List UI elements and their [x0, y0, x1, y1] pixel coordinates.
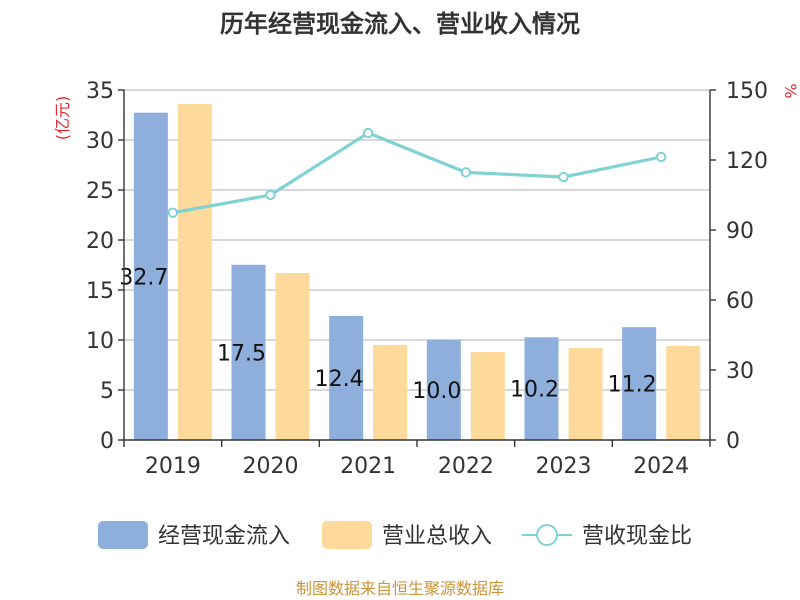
x-tick-label: 2023 — [536, 454, 592, 479]
line-series-group — [167, 127, 667, 218]
y-left-tick-label: 10 — [86, 329, 114, 354]
x-tick-label: 2021 — [340, 454, 396, 479]
y-right-tick-label: 90 — [726, 219, 754, 244]
legend-label-revenue: 营业总收入 — [382, 524, 492, 549]
bar-revenue — [373, 345, 408, 440]
source-note: 制图数据来自恒生聚源数据库 — [296, 579, 504, 598]
data-label-cash-inflow: 11.28 — [608, 373, 671, 398]
bar-cash-inflow — [426, 339, 461, 440]
y-left-tick-label: 0 — [100, 429, 114, 454]
point-ratio — [460, 167, 472, 178]
bar-cash-inflow — [133, 112, 168, 440]
data-label-cash-inflow: 10.03 — [412, 379, 475, 404]
legend-swatch-revenue — [322, 521, 372, 549]
x-tick-label: 2024 — [633, 454, 689, 479]
y-left-tick-label: 20 — [86, 229, 114, 254]
y-right-tick-label: 30 — [726, 359, 754, 384]
bars-group — [133, 104, 701, 440]
y-left-axis-label: (亿元) — [53, 96, 72, 141]
y-right-tick-label: 150 — [726, 79, 768, 104]
y-right-tick-label: 120 — [726, 149, 768, 174]
x-tick-label: 2019 — [145, 454, 201, 479]
y-left-tick-label: 35 — [86, 79, 114, 104]
bar-cash-inflow — [622, 327, 657, 440]
bar-revenue — [275, 273, 310, 440]
legend-label-ratio: 营收现金比 — [582, 524, 692, 549]
point-ratio — [558, 171, 569, 183]
legend-swatch-cash-inflow — [98, 521, 148, 549]
data-labels-group: 32.73 17.52 12.41 10.03 10.27 11.28 — [119, 265, 671, 404]
bar-cash-inflow — [231, 264, 266, 440]
y-left-tick-label: 5 — [100, 379, 114, 404]
y-right-tick-label: 0 — [726, 429, 740, 454]
y-right-tick-label: 60 — [726, 289, 754, 314]
data-label-cash-inflow: 17.52 — [217, 341, 280, 366]
bar-revenue — [568, 348, 603, 440]
data-label-cash-inflow: 10.27 — [510, 378, 573, 403]
x-tick-label: 2022 — [438, 454, 494, 479]
y-left-tick-label: 30 — [86, 129, 114, 154]
y-right-axis-label: % — [781, 83, 800, 98]
data-label-cash-inflow: 32.73 — [119, 265, 182, 290]
bar-cash-inflow — [524, 337, 559, 440]
axes-group: 0 5 10 15 20 25 30 35 0 30 60 90 120 150 2019 2020 2021 2… — [86, 79, 768, 479]
point-ratio — [655, 151, 667, 163]
legend-marker-ratio — [536, 524, 558, 546]
point-ratio — [265, 189, 276, 201]
line-ratio — [172, 131, 662, 215]
y-left-tick-label: 15 — [86, 279, 114, 304]
legend-label-cash-inflow: 经营现金流入 — [158, 524, 290, 549]
bar-revenue — [666, 346, 701, 440]
point-ratio — [362, 127, 374, 139]
data-label-cash-inflow: 12.41 — [315, 367, 378, 392]
point-ratio — [167, 207, 179, 218]
grid-lines — [124, 89, 710, 391]
chart-title: 历年经营现金流入、营业收入情况 — [220, 10, 580, 38]
x-tick-label: 2020 — [243, 454, 299, 479]
bar-revenue — [177, 104, 212, 440]
bar-cash-inflow — [329, 315, 364, 440]
bar-revenue — [470, 352, 505, 440]
legend: 经营现金流入 营业总收入 营收现金比 — [98, 521, 692, 549]
y-left-tick-label: 25 — [86, 179, 114, 204]
